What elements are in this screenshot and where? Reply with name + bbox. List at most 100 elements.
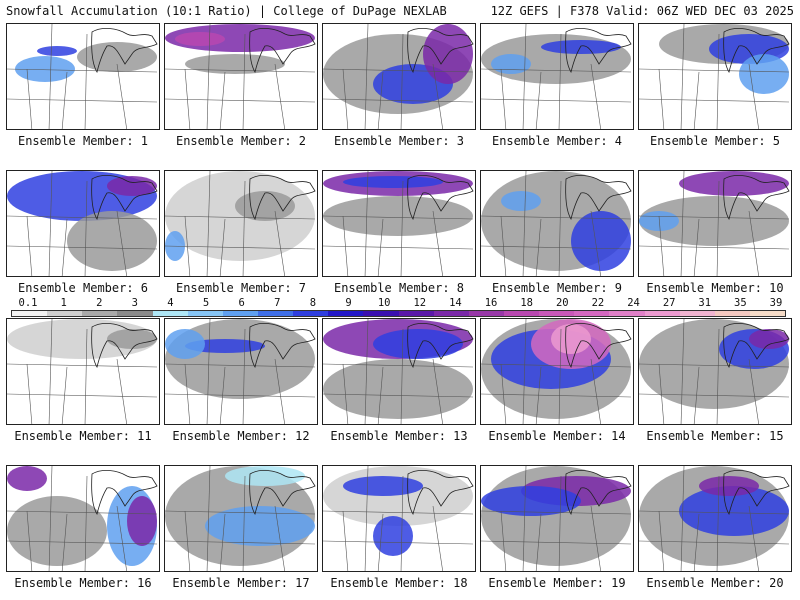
colorbar-swatch [293,311,329,316]
colorbar-tick-label: 22 [591,297,605,309]
snowfall-shading [571,211,631,271]
map-panel-member-9 [480,170,634,277]
colorbar-tick-label: 2 [96,297,103,309]
state-boundary [639,98,790,103]
colorbar-swatches [11,310,786,317]
state-boundary [522,466,527,571]
snowfall-shading [165,329,205,359]
map-panel-member-11 [6,318,160,425]
panel-label: Ensemble Member: 5 [649,134,781,148]
colorbar-swatch [152,311,188,316]
state-boundary [680,171,685,276]
state-boundary [242,180,246,276]
state-boundary [48,466,53,571]
colorbar-tick-label: 14 [449,297,462,309]
state-boundary [716,328,720,424]
snowfall-shading [107,176,157,196]
state-boundary [342,510,349,571]
state-boundary [481,393,632,398]
colorbar-tick-label: 6 [238,297,245,309]
state-boundary [323,393,474,398]
state-boundary [165,245,316,250]
panel-label: Ensemble Member: 6 [17,281,149,295]
state-boundary [165,68,316,73]
state-boundary [48,24,53,129]
snowfall-shading [679,486,789,536]
colorbar-swatch [609,311,645,316]
colorbar-tick-label: 39 [769,297,783,309]
state-boundary [165,215,316,220]
great-lakes-outline [249,323,316,369]
state-boundary [48,171,53,276]
state-boundary [693,218,700,276]
state-boundary [274,358,286,424]
snowfall-shading [185,54,285,74]
state-boundary [323,245,474,250]
state-boundary [364,171,369,276]
great-lakes-outline [565,470,632,516]
state-boundary [84,180,88,276]
colorbar-tick-label: 18 [520,297,533,309]
snowfall-shading [7,466,47,491]
state-boundary [400,180,404,276]
state-boundary [693,513,700,571]
snowfall-shading [15,56,75,82]
state-boundary [7,245,158,250]
state-boundary [7,510,158,515]
state-boundary [400,475,404,571]
state-boundary [522,24,527,129]
snowfall-shading [107,329,157,349]
state-boundary [716,180,720,276]
snowfall-map [165,171,316,276]
state-boundary [432,505,444,571]
state-boundary [590,63,602,129]
snowfall-map [165,319,316,424]
colorbar-tick-label: 10 [377,297,391,309]
colorbar-swatch [433,311,469,316]
great-lakes-outline [407,470,474,516]
chart-title: Snowfall Accumulation (10:1 Ratio) | Col… [6,4,447,18]
great-lakes-outline [407,175,474,221]
state-boundary [323,98,474,103]
state-boundary [680,24,685,129]
colorbar-swatch [398,311,434,316]
colorbar-swatch [222,311,258,316]
state-boundary [7,363,158,368]
state-boundary [400,33,404,129]
colorbar-tick-label: 5 [202,297,210,309]
snowfall-map [323,319,474,424]
snowfall-shading [739,54,789,94]
state-boundary [219,513,226,571]
snowfall-shading [205,506,315,546]
state-boundary [7,98,158,103]
colorbar-tick-label: 3 [131,297,139,309]
snowfall-shading [323,196,473,236]
colorbar-swatch [47,311,83,316]
colorbar-tick-label: 24 [627,297,640,309]
state-boundary [639,245,790,250]
colorbar-tick-label: 8 [309,297,317,309]
map-panel-member-7 [164,170,318,277]
snowfall-shading [175,32,225,46]
state-boundary [165,363,316,368]
colorbar-swatch [644,311,680,316]
state-boundary [558,475,562,571]
state-boundary [323,363,474,368]
colorbar-tick-label: 16 [484,297,498,309]
state-boundary [84,33,88,129]
state-boundary [7,393,158,398]
great-lakes-outline [91,323,158,369]
state-boundary [481,363,632,368]
panel-label: Ensemble Member: 16 [14,576,152,590]
state-boundary [26,215,33,276]
snowfall-map [481,319,632,424]
snowfall-shading [225,466,305,486]
state-boundary [342,215,349,276]
colorbar-tick-label: 1 [60,297,67,309]
state-boundary [219,366,226,424]
state-boundary [342,363,349,424]
snowfall-map [323,24,474,129]
state-boundary [500,510,507,571]
state-boundary [558,180,562,276]
state-boundary [748,358,760,424]
